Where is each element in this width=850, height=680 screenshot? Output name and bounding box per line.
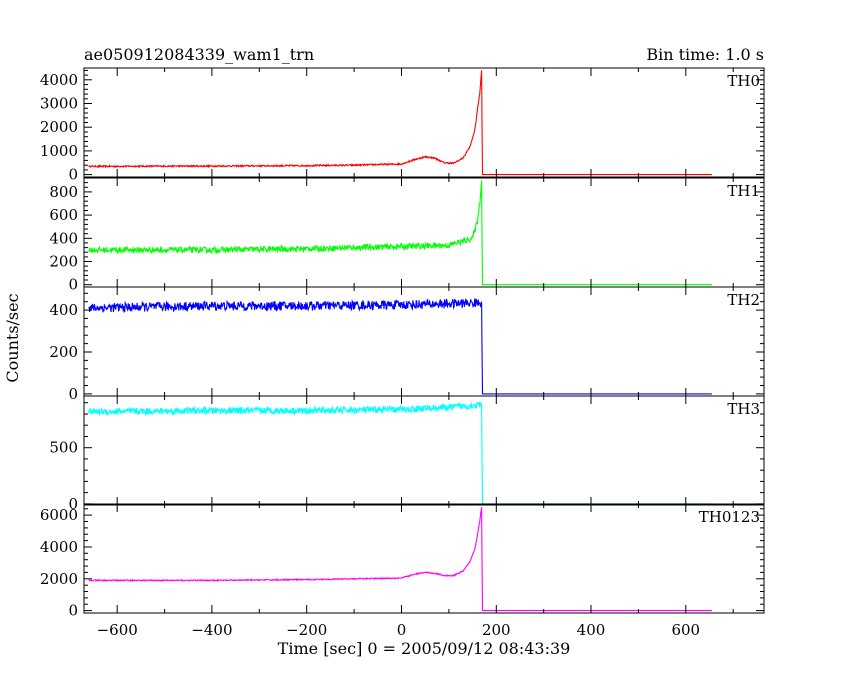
y-tick-label: 0	[68, 166, 78, 184]
x-tick-label: 0	[397, 621, 407, 639]
y-tick-label: 400	[49, 229, 78, 247]
y-tick-label: 2000	[40, 118, 78, 136]
y-tick-label: 6000	[40, 506, 78, 524]
x-tick-labels: −600 −400 −200 0 200 400 600	[97, 621, 701, 639]
panel-th0123: 0 2000 4000 6000 TH0123	[40, 503, 765, 620]
y-tick-label: 400	[49, 301, 78, 319]
series-line-th0	[88, 70, 712, 176]
panel-frame	[83, 67, 765, 178]
series-line-th2	[88, 298, 712, 395]
panel-th0: 0 1000 2000 3000 4000 TH0	[40, 67, 765, 184]
panel-label: TH1	[727, 182, 760, 200]
panel-th1: 0 200 400 600 800 TH1	[49, 177, 765, 294]
panel-th2: 0 200 400 TH2	[49, 286, 765, 403]
bin-time-label: Bin time: 1.0 s	[646, 45, 764, 64]
series-line-th3	[88, 401, 712, 505]
y-tick-label: 4000	[40, 71, 78, 89]
y-tick-label: 3000	[40, 95, 78, 113]
panel-label: TH0	[727, 72, 760, 90]
y-tick-label: 200	[49, 253, 78, 271]
y-tick-label: 800	[49, 183, 78, 201]
x-axis-label: Time [sec] 0 = 2005/09/12 08:43:39	[278, 639, 571, 658]
y-tick-label: 0	[68, 276, 78, 294]
x-tick-label: −400	[191, 621, 232, 639]
y-tick-label: 0	[68, 495, 78, 513]
y-tick-label: 4000	[40, 538, 78, 556]
panel-label: TH3	[727, 400, 760, 418]
panel-frame	[83, 395, 765, 506]
y-axis-label: Counts/sec	[3, 293, 22, 382]
y-tick-label: 500	[49, 439, 78, 457]
x-tick-label: −600	[97, 621, 138, 639]
panel-label: TH2	[727, 291, 760, 309]
x-tick-label: 200	[482, 621, 511, 639]
panel-frame	[83, 177, 765, 288]
series-line-th1	[88, 180, 712, 286]
y-tick-label: 200	[49, 343, 78, 361]
y-tick-label: 2000	[40, 570, 78, 588]
panel-th3: 0 500 TH3	[49, 395, 765, 513]
panel-label: TH0123	[699, 508, 760, 526]
series-line-th0123	[88, 507, 712, 612]
y-tick-label: 1000	[40, 142, 78, 160]
y-tick-label: 0	[68, 602, 78, 620]
x-tick-label: 600	[671, 621, 700, 639]
x-tick-label: −200	[286, 621, 327, 639]
figure-title: ae050912084339_wam1_trn	[84, 45, 314, 64]
x-tick-label: 400	[577, 621, 606, 639]
y-tick-label: 600	[49, 206, 78, 224]
panel-frame	[83, 503, 765, 614]
y-tick-label: 0	[68, 385, 78, 403]
